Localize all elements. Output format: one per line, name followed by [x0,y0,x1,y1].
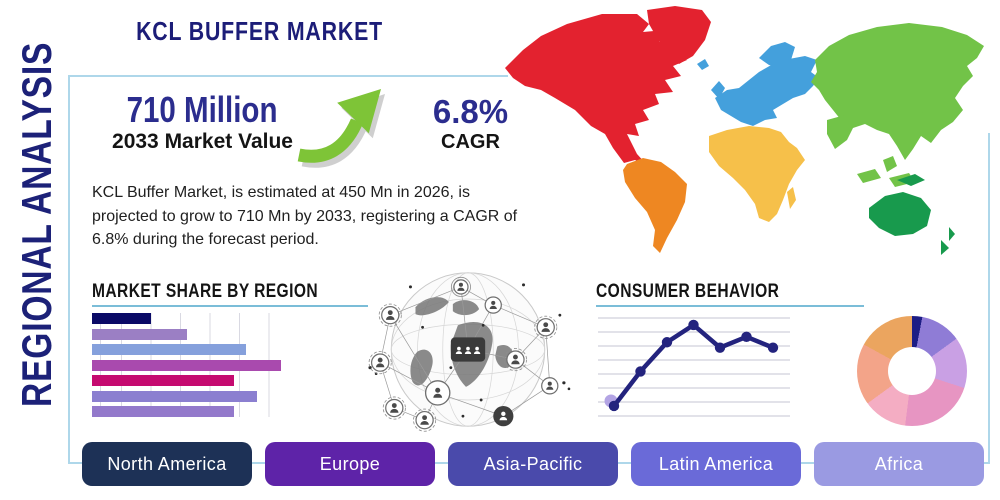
cagr-value: 6.8% [432,93,509,130]
bar-segment [92,313,152,324]
region-button-north-america[interactable]: North America [82,442,252,486]
map-south-america [623,158,687,253]
consumer-behavior-line-chart [598,317,790,417]
line-chart-point [767,342,779,353]
line-chart-point [714,342,726,353]
globe-network-graphic [368,272,571,432]
line-chart-point [741,331,752,343]
network-user-nodes [368,276,559,432]
bar-segment [92,328,187,340]
line-chart-point [635,366,646,377]
line-chart-point [661,337,673,348]
bar-chart-title-underline [92,305,368,307]
content-box-border-top [68,75,508,77]
bar-segment [92,390,258,402]
map-oceania [869,174,955,255]
map-europe [697,42,819,126]
market-value-block: 710 Million 2033 Market Value [95,90,310,154]
map-greenland [647,6,711,64]
cagr-label: CAGR [441,130,500,153]
region-button-europe[interactable]: Europe [265,442,435,486]
donut-chart [857,316,967,426]
bar-segment [92,375,234,386]
bar-chart-title: MARKET SHARE BY REGION [92,281,319,302]
central-team-node [450,337,486,362]
line-chart-title: CONSUMER BEHAVIOR [596,281,780,302]
bar-segment [92,344,246,355]
map-africa [709,126,805,222]
growth-arrow-icon [297,89,385,168]
region-button-africa[interactable]: Africa [814,442,984,486]
market-share-bar-chart [92,313,290,417]
bar-segment [92,359,282,371]
content-box-border-right [988,133,990,464]
world-map [505,6,984,255]
region-button-asia-pacific[interactable]: Asia-Pacific [448,442,618,486]
line-chart-point [608,400,620,412]
vertical-side-label: REGIONAL ANALYSIS [13,41,60,408]
cagr-block: 6.8% CAGR [418,93,523,154]
map-north-america [505,14,687,165]
market-value-label: 2033 Market Value [112,129,293,153]
content-box-border-left [68,75,70,464]
market-value: 710 Million [127,89,278,130]
line-chart-point [688,319,699,331]
bar-segment [92,406,234,417]
region-buttons-row: North America Europe Asia-Pacific Latin Ame… [82,442,984,486]
page-title-text: KCL BUFFER MARKET [136,16,384,46]
region-button-latin-america[interactable]: Latin America [631,442,801,486]
market-summary-text: KCL Buffer Market, is estimated at 450 M… [92,184,518,249]
page-title: KCL BUFFER MARKET [60,16,460,47]
line-chart-title-underline [596,305,864,307]
map-asia [811,23,984,187]
